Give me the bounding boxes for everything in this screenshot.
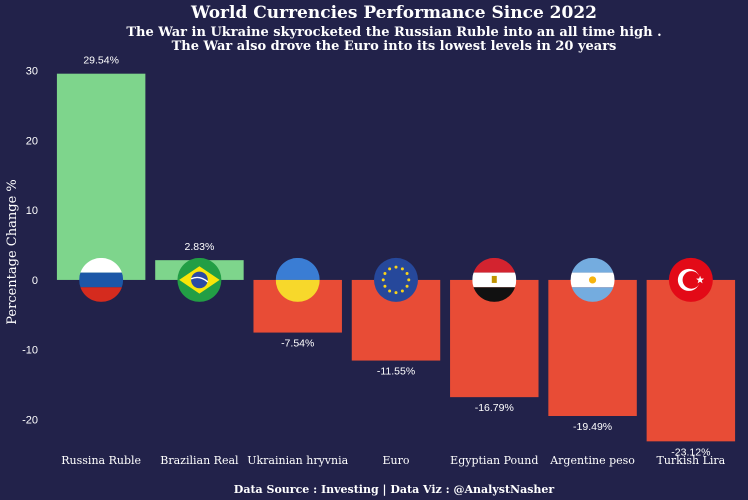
- turkey-flag-icon: [668, 257, 713, 302]
- brazil-flag-icon: [177, 257, 222, 302]
- y-axis: -20 -10 0 10 20 30: [22, 65, 38, 426]
- data-label: -11.55%: [377, 366, 415, 378]
- data-label: -16.79%: [475, 402, 514, 414]
- x-tick-label: Turkish Lira: [656, 454, 725, 467]
- bar-turkish-lira: [646, 279, 736, 442]
- y-tick-label: -20: [22, 415, 38, 427]
- chart-subtitle-line-1: The War in Ukraine skyrocketed the Russi…: [126, 25, 661, 40]
- x-axis: Russina Ruble Brazilian Real Ukrainian hry…: [61, 454, 725, 467]
- egypt-flag-icon: [472, 257, 517, 302]
- ukraine-flag-icon: [275, 257, 320, 302]
- x-tick-label: Euro: [383, 454, 410, 467]
- chart-subtitle-line-2: The War also drove the Euro into its low…: [172, 39, 617, 54]
- x-tick-label: Russina Ruble: [61, 454, 141, 467]
- data-labels-layer: 29.54% 2.83% -7.54% -11.55% -16.79% -19.49% -2…: [83, 55, 710, 459]
- flags-layer: [79, 257, 713, 302]
- argentina-flag-icon: [570, 257, 615, 302]
- russia-flag-icon: [79, 257, 124, 302]
- x-tick-label: Argentine peso: [549, 454, 635, 467]
- data-label: -7.54%: [281, 338, 314, 350]
- data-source-note: Data Source : Investing | Data Viz : @An…: [234, 483, 555, 496]
- y-tick-label: 0: [32, 275, 38, 287]
- x-tick-label: Egyptian Pound: [450, 454, 538, 467]
- bars-layer: [56, 73, 736, 442]
- data-label: 29.54%: [83, 55, 119, 67]
- y-tick-label: 30: [26, 65, 38, 77]
- data-label: 2.83%: [185, 241, 215, 253]
- y-tick-label: 10: [26, 205, 38, 217]
- eu-flag-icon: [374, 257, 418, 302]
- x-tick-label: Ukrainian hryvnia: [247, 454, 348, 467]
- x-tick-label: Brazilian Real: [160, 454, 239, 467]
- y-tick-label: -10: [22, 345, 38, 357]
- y-axis-label: Percentage Change %: [5, 179, 20, 324]
- bar-argentine-peso: [548, 279, 637, 417]
- data-label: -23.12%: [671, 446, 710, 458]
- data-label: -19.49%: [573, 421, 612, 433]
- y-tick-label: 20: [26, 135, 38, 147]
- bar-russina-ruble: [56, 73, 146, 280]
- chart-title: World Currencies Performance Since 2022: [190, 3, 597, 23]
